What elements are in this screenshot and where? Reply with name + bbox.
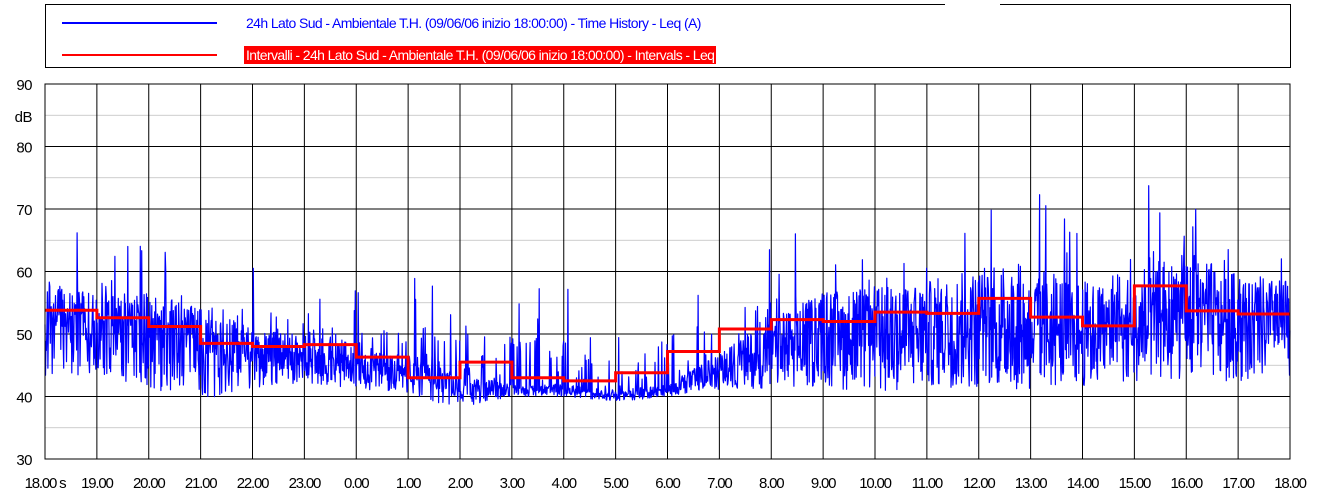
series-layer [44, 185, 1291, 405]
y-tick-label: 40 [16, 390, 32, 407]
x-tick-label: 18.00 s [25, 475, 67, 492]
x-tick-label: 2.00 [448, 475, 473, 492]
x-tick-label: 22.00 [237, 475, 269, 492]
x-tick-label: 18.00 [1274, 475, 1306, 492]
x-tick-label: 6.00 [655, 475, 680, 492]
grid [45, 83, 1290, 460]
legend-label-time-history: 24h Lato Sud - Ambientale T.H. (09/06/06… [244, 14, 703, 32]
legend-swatch-blue-line [62, 22, 217, 24]
legend-item-time-history: 24h Lato Sud - Ambientale T.H. (09/06/06… [46, 11, 946, 35]
x-axis-ticks: 18.00 s 19.00 20.00 21.00 22.00 23.00 0.00 1.00… [25, 475, 1308, 492]
y-tick-label: 90 [16, 77, 32, 94]
series-time-history-line [44, 185, 1291, 405]
x-tick-label: 7.00 [707, 475, 732, 492]
y-tick-label: 70 [16, 202, 32, 219]
y-axis-ticks: 30 40 50 60 70 80 90 [16, 77, 32, 469]
x-tick-label: 4.00 [552, 475, 577, 492]
y-tick-label: 80 [16, 140, 32, 157]
x-tick-label: 3.00 [500, 475, 525, 492]
x-tick-label: 0.00 [344, 475, 369, 492]
x-tick-label: 1.00 [396, 475, 421, 492]
x-tick-label: 23.00 [289, 475, 321, 492]
x-tick-label: 13.00 [1015, 475, 1047, 492]
x-tick-label: 10.00 [859, 475, 891, 492]
x-tick-label: 16.00 [1170, 475, 1202, 492]
y-tick-label: 30 [16, 452, 32, 469]
x-tick-label: 19.00 [81, 475, 113, 492]
x-tick-label: 12.00 [963, 475, 995, 492]
x-tick-label: 20.00 [133, 475, 165, 492]
x-tick-label: 21.00 [185, 475, 217, 492]
x-tick-label: 15.00 [1119, 475, 1151, 492]
legend-border-gap [945, 3, 1000, 6]
y-axis-label: dB [15, 109, 33, 126]
x-tick-label: 11.00 [912, 475, 943, 492]
legend-swatch-red-line [62, 54, 217, 56]
y-tick-label: 60 [16, 265, 32, 282]
x-tick-label: 5.00 [603, 475, 628, 492]
x-tick-label: 9.00 [811, 475, 836, 492]
legend: 24h Lato Sud - Ambientale T.H. (09/06/06… [45, 4, 1291, 68]
plot-frame [44, 83, 1291, 460]
series-intervals-step-line [45, 284, 1290, 383]
x-tick-label: 14.00 [1067, 475, 1099, 492]
legend-label-intervals: Intervalli - 24h Lato Sud - Ambientale T… [244, 46, 717, 64]
y-tick-label: 50 [16, 327, 32, 344]
legend-item-intervals: Intervalli - 24h Lato Sud - Ambientale T… [46, 43, 946, 67]
x-tick-label: 17.00 [1222, 475, 1254, 492]
x-tick-label: 8.00 [759, 475, 784, 492]
